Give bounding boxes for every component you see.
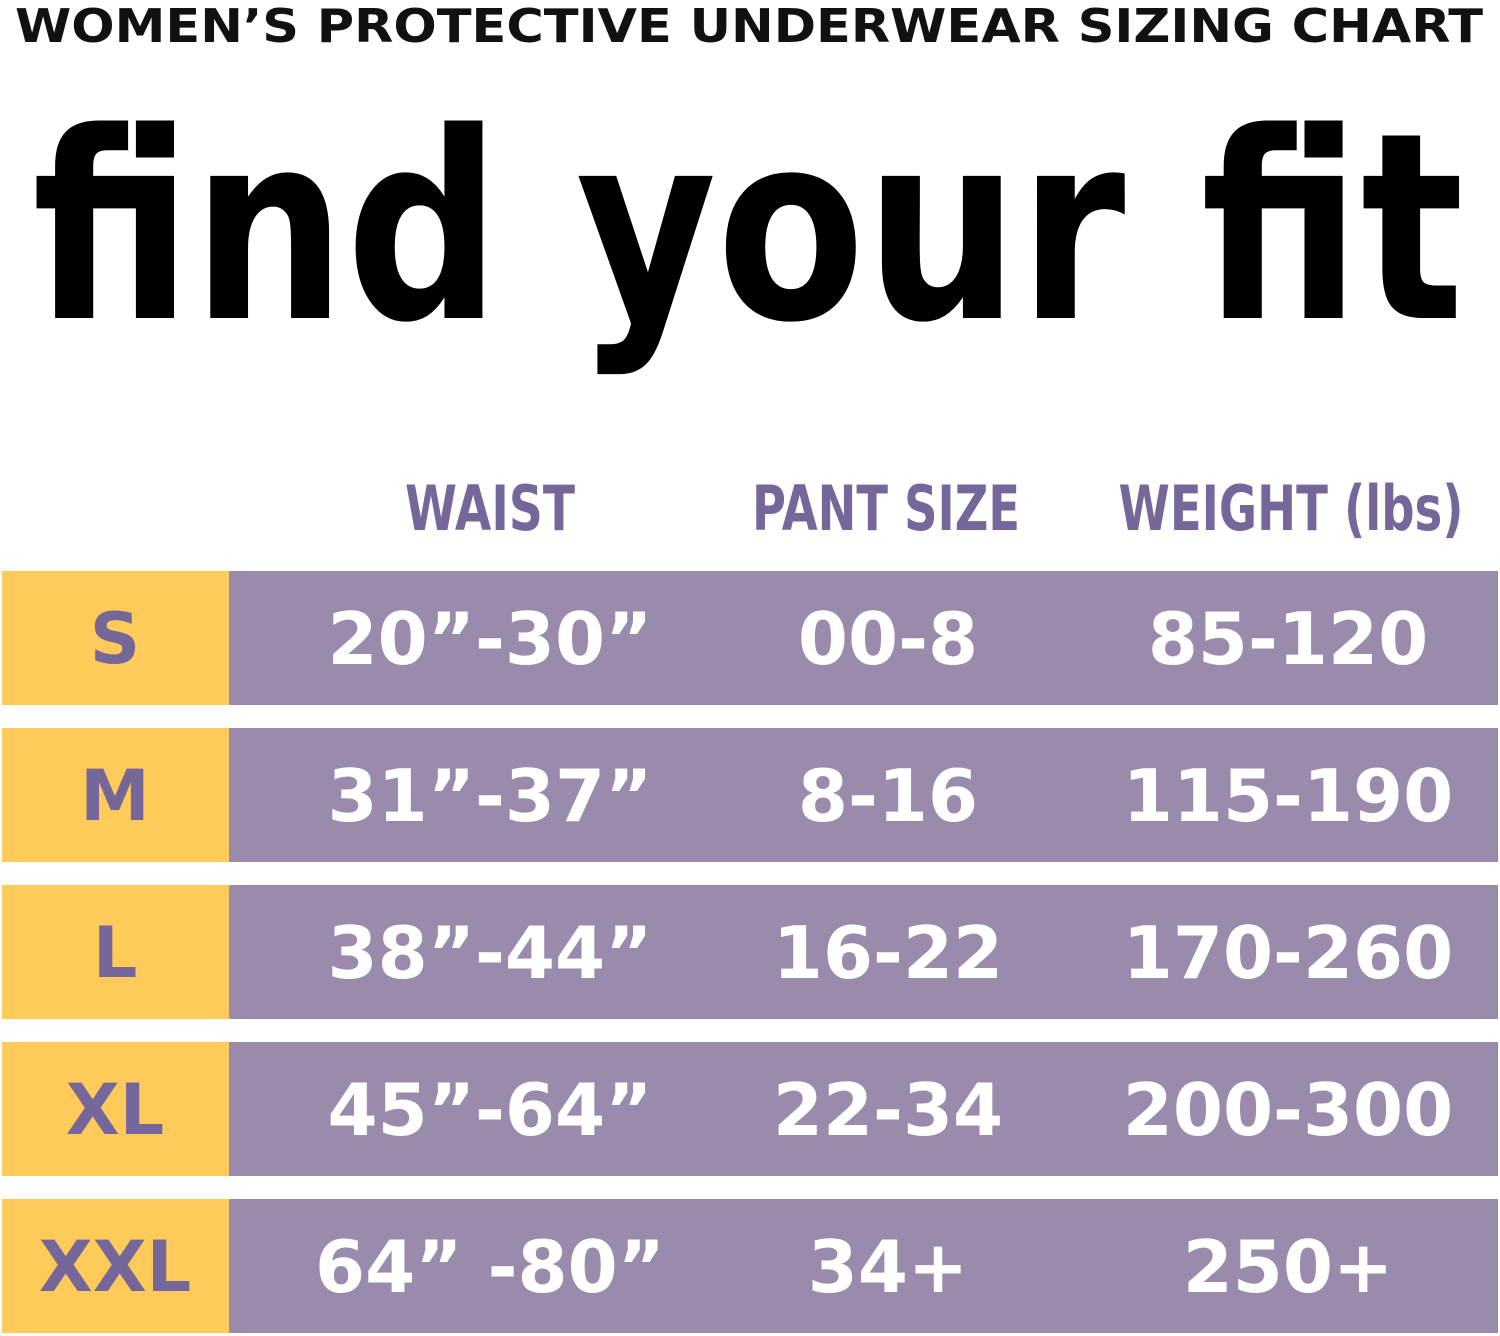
header-weight: WEIGHT (lbs) bbox=[1119, 472, 1464, 545]
values-cell bbox=[229, 1042, 1498, 1176]
weight-value: 200-300 bbox=[1123, 1068, 1453, 1152]
pant-size-value: 34+ bbox=[808, 1225, 969, 1309]
pant-size-value: 00-8 bbox=[798, 597, 978, 681]
table-row: S 20”-30” 00-8 85-120 bbox=[2, 571, 1498, 705]
size-cell bbox=[2, 1042, 230, 1176]
pant-size-value: 8-16 bbox=[798, 754, 978, 838]
chart-subtitle: WOMEN’S PROTECTIVE UNDERWEAR SIZING CHAR… bbox=[15, 0, 1484, 53]
values-cell bbox=[229, 571, 1498, 705]
headline: find your fit bbox=[32, 78, 1464, 380]
weight-value: 115-190 bbox=[1123, 754, 1453, 838]
size-cell bbox=[2, 728, 230, 862]
size-cell bbox=[2, 1199, 230, 1333]
header-waist: WAIST bbox=[405, 472, 575, 545]
waist-value: 20”-30” bbox=[328, 597, 653, 681]
values-cell bbox=[229, 885, 1498, 1019]
size-cell bbox=[2, 885, 230, 1019]
weight-value: 85-120 bbox=[1148, 597, 1428, 681]
size-label: XL bbox=[66, 1069, 165, 1151]
values-cell bbox=[229, 728, 1498, 862]
size-label: S bbox=[90, 598, 140, 680]
size-table: S 20”-30” 00-8 85-120 M 31”-37” 8-16 115-190 L 38… bbox=[2, 571, 1498, 1333]
size-cell bbox=[2, 571, 230, 705]
table-row: XXL 64” -80” 34+ 250+ bbox=[2, 1199, 1498, 1333]
weight-value: 170-260 bbox=[1123, 911, 1453, 995]
table-row: L 38”-44” 16-22 170-260 bbox=[2, 885, 1498, 1019]
pant-size-value: 16-22 bbox=[773, 911, 1003, 995]
waist-value: 38”-44” bbox=[328, 911, 653, 995]
table-row: M 31”-37” 8-16 115-190 bbox=[2, 728, 1498, 862]
header-pant-size: PANT SIZE bbox=[752, 472, 1020, 545]
waist-value: 45”-64” bbox=[328, 1068, 653, 1152]
values-cell bbox=[229, 1199, 1498, 1333]
waist-value: 31”-37” bbox=[328, 754, 653, 838]
size-label: M bbox=[80, 755, 150, 837]
pant-size-value: 22-34 bbox=[773, 1068, 1003, 1152]
table-row: XL 45”-64” 22-34 200-300 bbox=[2, 1042, 1498, 1176]
weight-value: 250+ bbox=[1183, 1225, 1394, 1309]
waist-value: 64” -80” bbox=[315, 1225, 665, 1309]
size-label: XXL bbox=[39, 1226, 192, 1308]
size-label: L bbox=[93, 912, 138, 994]
